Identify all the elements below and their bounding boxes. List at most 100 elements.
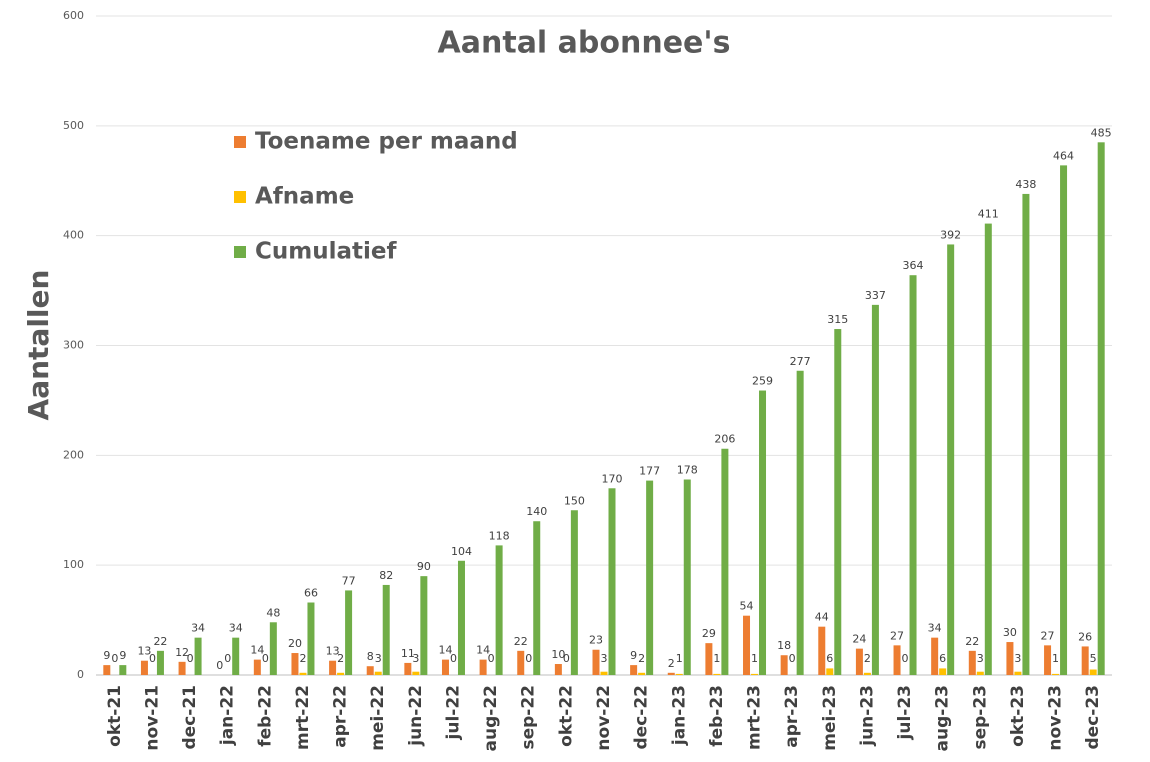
value-label: 177 [639, 465, 660, 478]
value-label: 22 [965, 635, 979, 648]
legend-label: Cumulatief [255, 239, 397, 265]
value-label: 438 [1015, 178, 1036, 191]
bar [713, 673, 721, 675]
value-label: 23 [589, 634, 603, 647]
bar [156, 650, 164, 675]
x-tick-label: nov-21 [142, 685, 162, 751]
bar [178, 661, 186, 675]
value-label: 27 [1041, 629, 1055, 642]
value-label: 0 [216, 659, 223, 672]
y-tick-label: 300 [63, 339, 84, 352]
bar [646, 480, 654, 675]
value-label: 44 [815, 611, 829, 624]
x-tick-label: mrt-22 [293, 685, 313, 750]
value-label: 9 [103, 649, 110, 662]
bar [630, 665, 638, 675]
legend-swatch [234, 136, 246, 148]
bar [299, 672, 307, 675]
value-label: 2 [668, 657, 675, 670]
bar [570, 510, 578, 675]
bar [420, 576, 428, 675]
bar [826, 668, 834, 675]
value-label: 0 [149, 652, 156, 665]
y-axis-label: Aantallen [22, 270, 55, 421]
value-label: 2 [299, 652, 306, 665]
value-label: 206 [714, 433, 735, 446]
value-label: 10 [551, 648, 565, 661]
bar [818, 626, 826, 675]
value-label: 0 [224, 652, 231, 665]
x-tick-label: jun-22 [406, 685, 426, 747]
bar [855, 648, 863, 675]
bar [329, 660, 337, 675]
bar [1097, 142, 1105, 675]
value-label: 178 [677, 463, 698, 476]
value-label: 34 [191, 622, 205, 635]
value-label: 315 [827, 313, 848, 326]
x-tick-label: apr-22 [331, 685, 351, 748]
value-label: 150 [564, 494, 585, 507]
value-label: 0 [488, 652, 495, 665]
value-label: 11 [401, 647, 415, 660]
value-label: 6 [939, 652, 946, 665]
bar [232, 637, 240, 675]
value-label: 14 [250, 644, 264, 657]
value-label: 90 [417, 560, 431, 573]
value-label: 18 [777, 639, 791, 652]
value-label: 485 [1091, 126, 1112, 139]
bar [968, 650, 976, 675]
value-label: 48 [266, 606, 280, 619]
bar [441, 659, 449, 675]
bar [103, 665, 111, 675]
bar [683, 479, 691, 675]
bar [600, 671, 608, 675]
x-tick-label: jun-23 [857, 685, 877, 747]
bar [374, 671, 382, 675]
bar [119, 665, 127, 675]
value-label: 104 [451, 545, 472, 558]
bar [291, 653, 299, 675]
bar [554, 664, 562, 675]
value-label: 0 [563, 652, 570, 665]
chart-title: Aantal abonnee's [438, 26, 731, 61]
value-label: 1 [751, 652, 758, 665]
x-tick-label: okt-21 [105, 685, 125, 747]
x-tick-label: mrt-23 [745, 685, 765, 750]
bar [931, 637, 939, 675]
value-label: 82 [379, 569, 393, 582]
value-label: 30 [1003, 626, 1017, 639]
x-tick-label: mei-22 [368, 685, 388, 751]
bar [893, 645, 901, 675]
bar [307, 602, 315, 675]
value-label: 3 [1014, 652, 1021, 665]
value-label: 27 [890, 629, 904, 642]
value-label: 13 [326, 645, 340, 658]
value-label: 14 [476, 644, 490, 657]
bar [1044, 645, 1052, 675]
bar [337, 672, 345, 675]
bar [592, 649, 600, 675]
bar [780, 655, 788, 675]
bar [1006, 642, 1014, 675]
bar [517, 650, 525, 675]
y-tick-label: 600 [63, 9, 84, 22]
value-label: 0 [187, 652, 194, 665]
bar [253, 659, 261, 675]
bar [1052, 673, 1060, 675]
bar [608, 488, 616, 675]
x-tick-label: jul-23 [895, 685, 915, 740]
x-tick-label: dec-22 [632, 685, 652, 750]
value-label: 14 [438, 644, 452, 657]
value-label: 34 [928, 622, 942, 635]
bar [1022, 193, 1030, 675]
bar [667, 672, 675, 675]
x-tick-label: nov-23 [1046, 685, 1066, 751]
x-tick-label: sep-22 [519, 685, 539, 750]
x-tick-label: jul-22 [443, 685, 463, 740]
value-label: 1 [713, 652, 720, 665]
value-label: 8 [367, 650, 374, 663]
x-tick-label: jan-23 [669, 685, 689, 746]
value-label: 140 [526, 505, 547, 518]
bar [939, 668, 947, 675]
bar [345, 590, 353, 675]
